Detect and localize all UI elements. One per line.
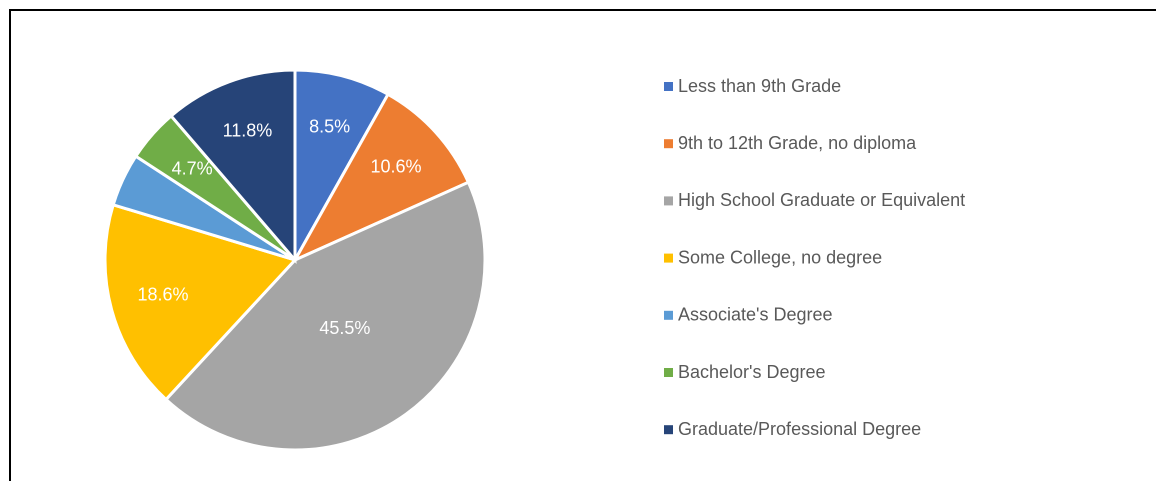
pie-slice <box>291 92 471 264</box>
legend-swatch <box>664 196 673 206</box>
legend-label: Graduate/Professional Degree <box>678 419 921 439</box>
data-label: 4.7% <box>172 159 213 179</box>
frame <box>9 9 1156 481</box>
legend-swatch <box>664 425 673 435</box>
legend-swatch <box>664 368 673 377</box>
pie-slice <box>103 202 298 402</box>
legend-swatch <box>664 253 673 263</box>
pie-slice <box>169 68 297 265</box>
legend-label: Less than 9th Grade <box>678 76 841 96</box>
legend-swatch <box>664 82 673 91</box>
legend-label: High School Graduate or Equivalent <box>678 190 965 210</box>
legend-label: 9th to 12th Grade, no diploma <box>678 133 917 153</box>
data-label: 8.5% <box>309 116 350 136</box>
data-label: 11.8% <box>223 120 273 140</box>
legend-label: Bachelor's Degree <box>678 362 826 382</box>
data-label: 45.5% <box>319 318 370 338</box>
pie-slice <box>163 180 487 452</box>
pie-slice <box>293 68 391 266</box>
legend-label: Some College, no degree <box>678 247 882 267</box>
legend-label: Associate's Degree <box>678 305 833 325</box>
data-label: 18.6% <box>137 285 188 305</box>
data-label: 10.6% <box>370 156 421 176</box>
legend-swatch <box>664 310 673 320</box>
legend-swatch <box>664 139 673 149</box>
